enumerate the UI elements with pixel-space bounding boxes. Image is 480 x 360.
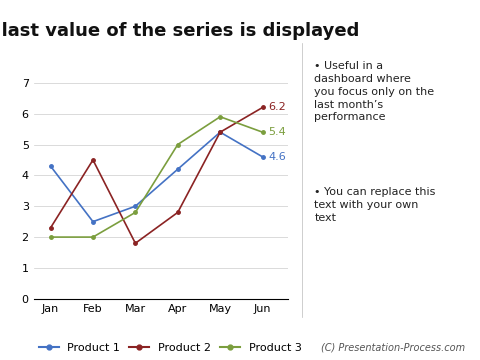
- Text: (C) Presentation-Process.com: (C) Presentation-Process.com: [322, 343, 466, 353]
- Text: • Useful in a
dashboard where
you focus only on the
last month’s
performance: • Useful in a dashboard where you focus …: [314, 61, 434, 122]
- Text: 4.6: 4.6: [268, 152, 286, 162]
- Text: The last value of the series is displayed: The last value of the series is displaye…: [0, 22, 359, 40]
- Text: 6.2: 6.2: [268, 103, 286, 112]
- Text: 5.4: 5.4: [268, 127, 286, 137]
- Legend: Product 1, Product 2, Product 3: Product 1, Product 2, Product 3: [34, 339, 306, 358]
- Text: • You can replace this
text with your own
text: • You can replace this text with your ow…: [314, 187, 436, 223]
